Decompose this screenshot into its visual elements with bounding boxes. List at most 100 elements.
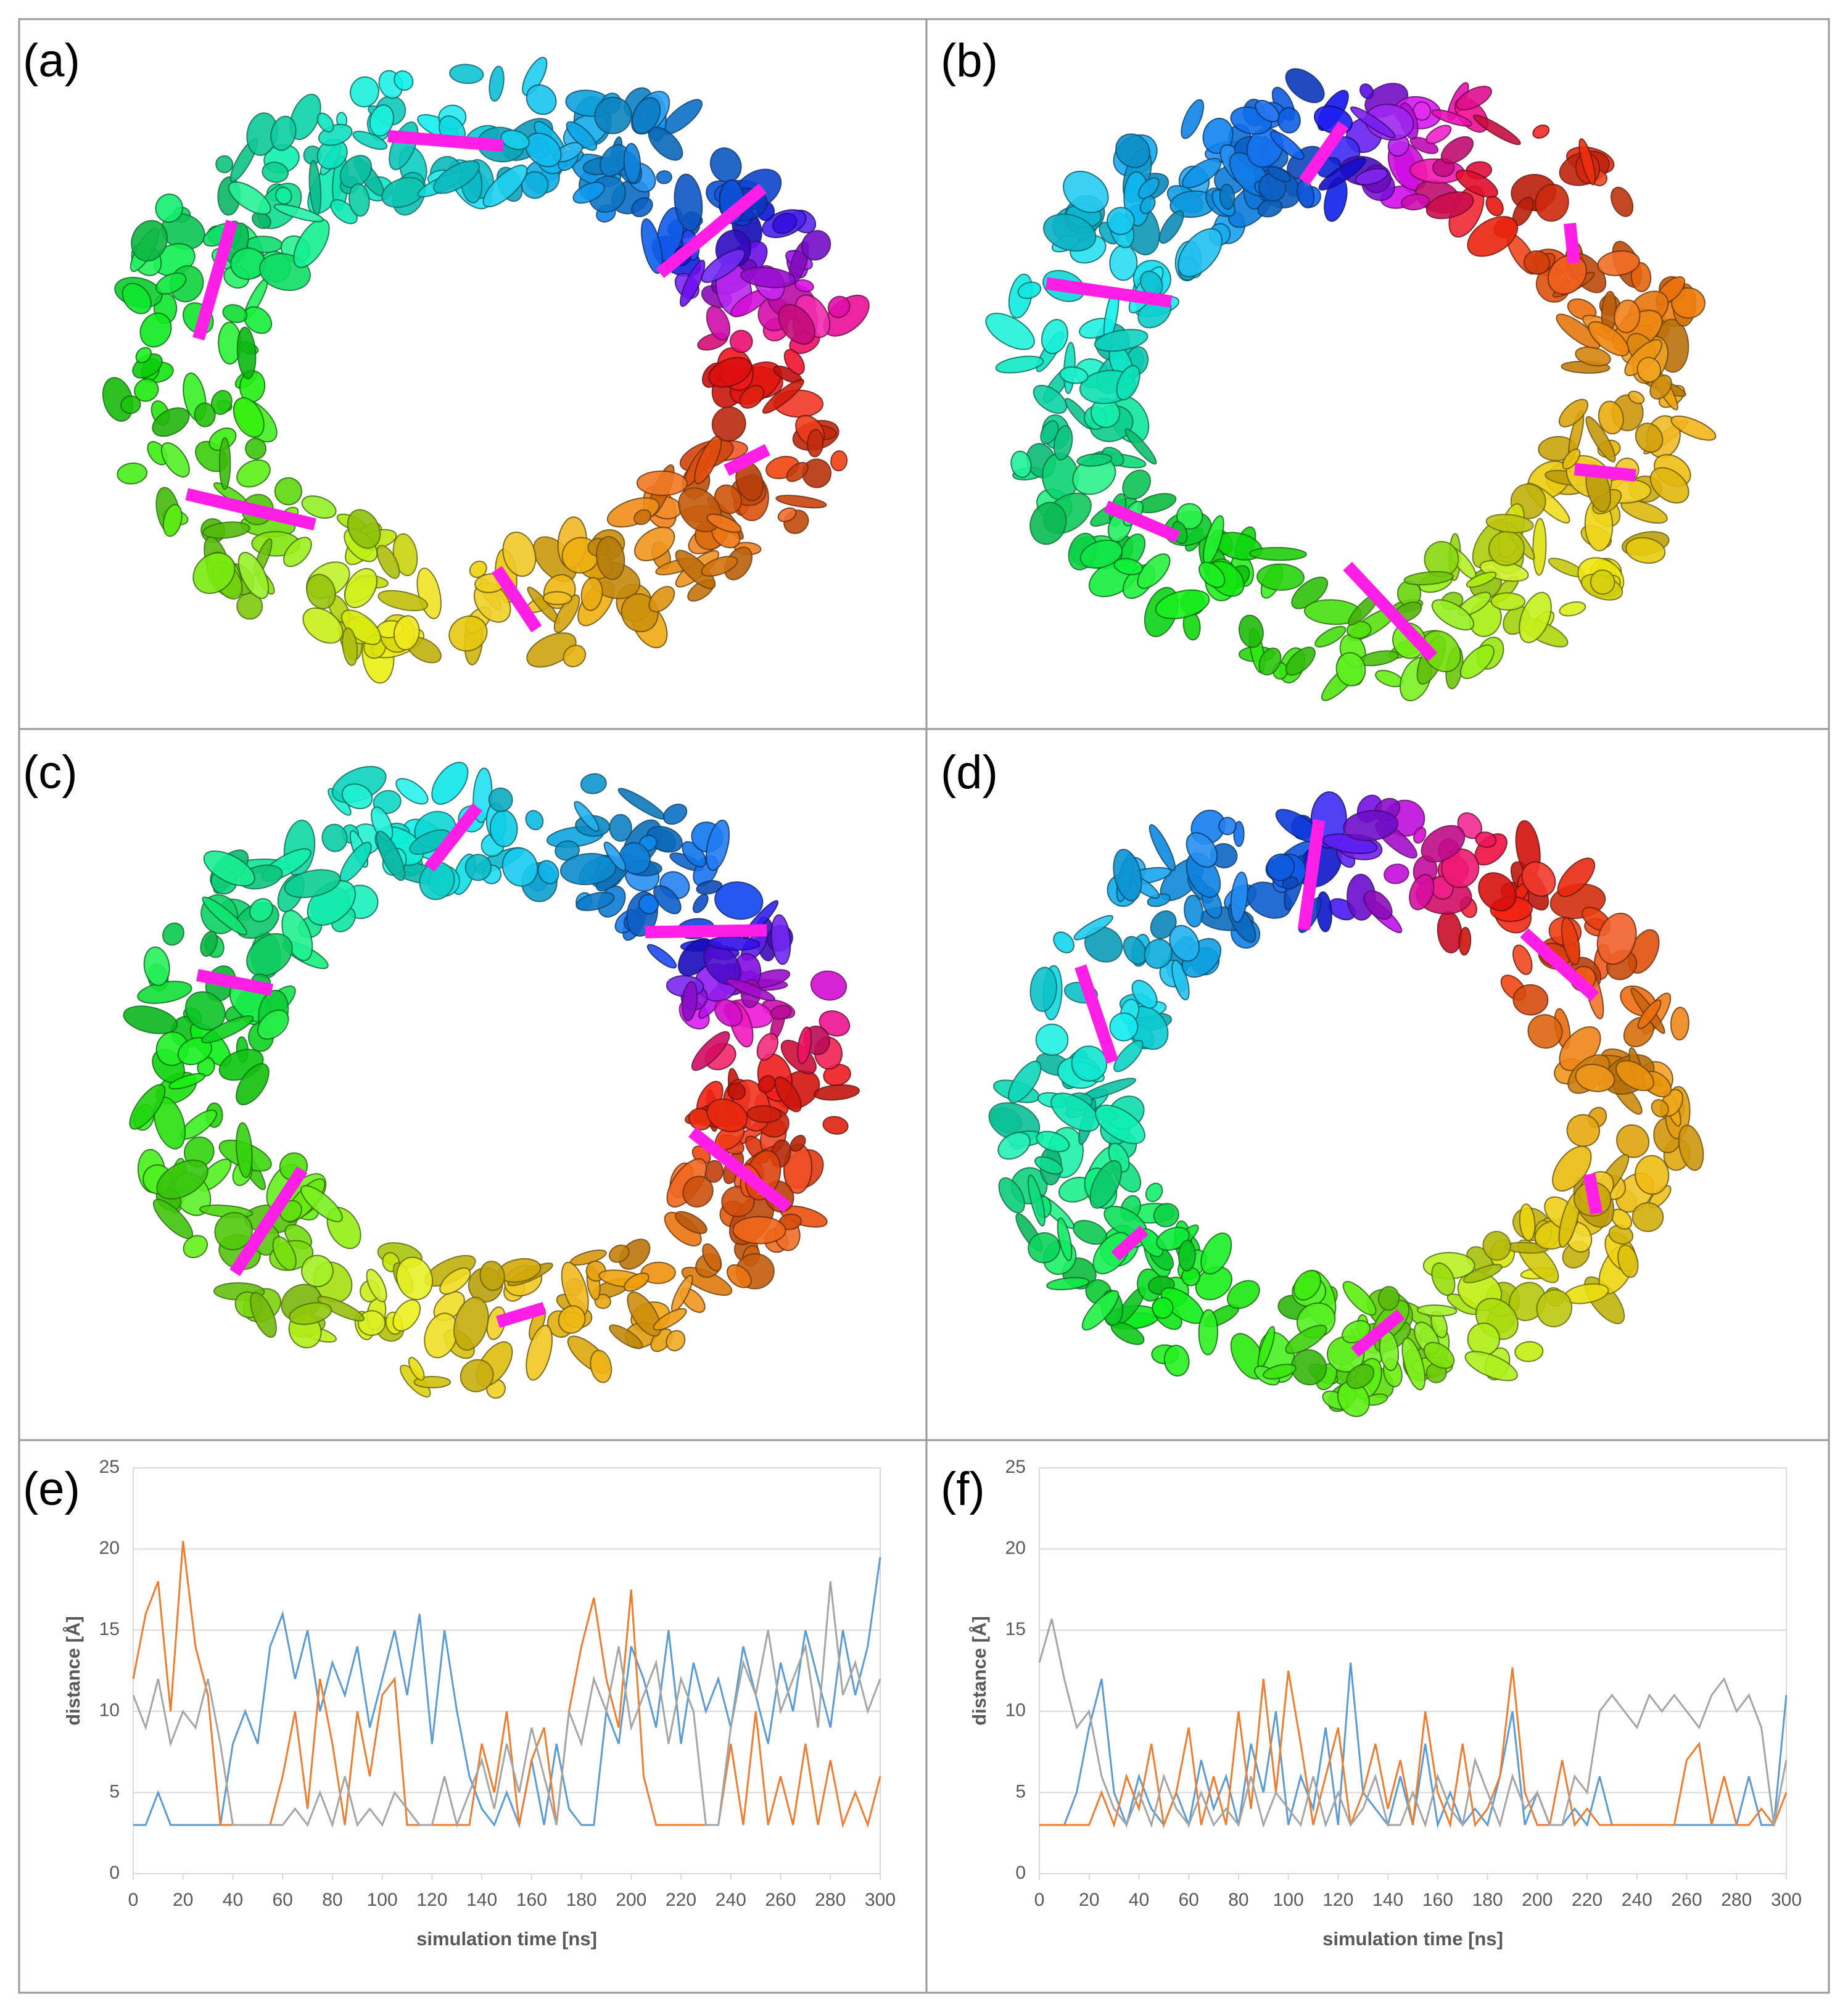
protein-blob <box>245 437 267 460</box>
protein-blob <box>1028 1232 1060 1264</box>
protein-blob <box>419 862 455 900</box>
x-tick-label: 260 <box>1672 1890 1702 1910</box>
crosslink <box>1350 1309 1405 1357</box>
protein-blob <box>566 121 597 151</box>
protein-blob <box>160 442 190 478</box>
protein-blob <box>1527 1014 1563 1049</box>
protein-blob <box>273 204 324 223</box>
protein-structure <box>988 791 1704 1417</box>
protein-blob <box>162 504 183 537</box>
protein-blob <box>1057 1217 1073 1261</box>
protein-blob <box>249 898 274 923</box>
protein-blob <box>1171 960 1190 1000</box>
protein-blob <box>675 1211 707 1234</box>
protein-blob <box>1137 177 1160 199</box>
y-tick-label: 10 <box>1005 1700 1026 1721</box>
protein-blob <box>680 260 706 307</box>
protein-blob <box>648 586 675 612</box>
protein-blob <box>1113 558 1144 575</box>
crosslink <box>688 1127 791 1213</box>
protein-blob <box>347 509 381 549</box>
protein-blob <box>774 1076 802 1113</box>
x-tick-label: 300 <box>865 1890 896 1910</box>
protein-blob <box>1145 1182 1163 1203</box>
protein-blob <box>1178 228 1223 278</box>
protein-blob <box>1562 448 1581 470</box>
protein-blob <box>1059 366 1089 384</box>
protein-blob <box>143 946 170 986</box>
protein-blob <box>222 304 248 323</box>
crosslink <box>645 924 767 939</box>
protein-blob <box>449 64 484 84</box>
protein-blob <box>1575 346 1611 367</box>
protein-blob <box>377 590 429 612</box>
crosslink <box>1103 500 1181 543</box>
protein-blob <box>1285 646 1316 676</box>
crosslink <box>1574 463 1636 482</box>
protein-blob <box>1269 131 1305 160</box>
protein-blob <box>1630 262 1652 292</box>
protein-blob <box>453 1296 489 1351</box>
protein-blob <box>1285 68 1325 104</box>
protein-blob <box>1588 321 1630 356</box>
protein-blob <box>262 162 289 183</box>
protein-blob <box>321 823 348 852</box>
protein-blob <box>705 819 730 871</box>
protein-blob <box>1124 428 1157 465</box>
protein-blob <box>1095 1105 1145 1145</box>
protein-blob <box>995 355 1044 374</box>
crosslink <box>492 566 542 633</box>
protein-blob <box>730 329 753 353</box>
protein-blob <box>1559 601 1586 617</box>
protein-blob <box>537 860 559 884</box>
protein-blob <box>1431 599 1475 631</box>
x-tick-label: 140 <box>466 1890 497 1910</box>
protein-blob <box>482 165 528 208</box>
protein-blob <box>1567 298 1597 321</box>
protein-blob <box>553 594 580 633</box>
protein-blob <box>1042 213 1097 252</box>
protein-blob <box>381 177 426 208</box>
protein-blob <box>1158 210 1184 244</box>
protein-blob <box>682 981 698 1021</box>
protein-blob <box>1027 1174 1046 1227</box>
protein-blob <box>675 550 716 590</box>
protein-blob <box>822 1116 849 1135</box>
panel-label: (d) <box>941 746 998 799</box>
protein-blob <box>306 574 336 609</box>
protein-blob <box>1008 1060 1042 1103</box>
protein-blob <box>732 1216 786 1245</box>
protein-blob <box>1575 1063 1615 1092</box>
protein-blob <box>1635 422 1664 453</box>
protein-blob <box>757 1075 776 1094</box>
protein-blob <box>1335 652 1366 686</box>
protein-blob <box>1053 425 1073 461</box>
protein-blob <box>233 397 265 438</box>
protein-blob <box>1149 824 1176 871</box>
protein-blob <box>1597 250 1640 276</box>
protein-blob <box>1152 1296 1174 1319</box>
panel-label: (b) <box>941 35 998 87</box>
protein-blob <box>725 978 776 1002</box>
protein-blob <box>1670 1007 1689 1040</box>
protein-blob <box>120 395 141 414</box>
protein-blob <box>1131 979 1158 1009</box>
protein-blob <box>1363 890 1393 920</box>
y-tick-label: 15 <box>99 1619 120 1639</box>
crosslink <box>1075 964 1119 1064</box>
y-tick-label: 15 <box>1005 1619 1026 1639</box>
protein-blob <box>1482 1230 1511 1261</box>
protein-blob <box>1512 984 1549 1016</box>
protein-blob <box>131 220 168 262</box>
protein-blob <box>1514 1341 1544 1362</box>
protein-blob <box>558 1305 586 1334</box>
protein-blob <box>631 197 653 218</box>
protein-blob <box>177 1037 213 1066</box>
protein-blob <box>236 459 271 488</box>
protein-blob <box>246 933 293 977</box>
protein-blob <box>714 881 764 920</box>
protein-blob <box>1488 530 1525 566</box>
x-tick-label: 100 <box>1273 1890 1304 1910</box>
protein-blob <box>1532 517 1547 576</box>
